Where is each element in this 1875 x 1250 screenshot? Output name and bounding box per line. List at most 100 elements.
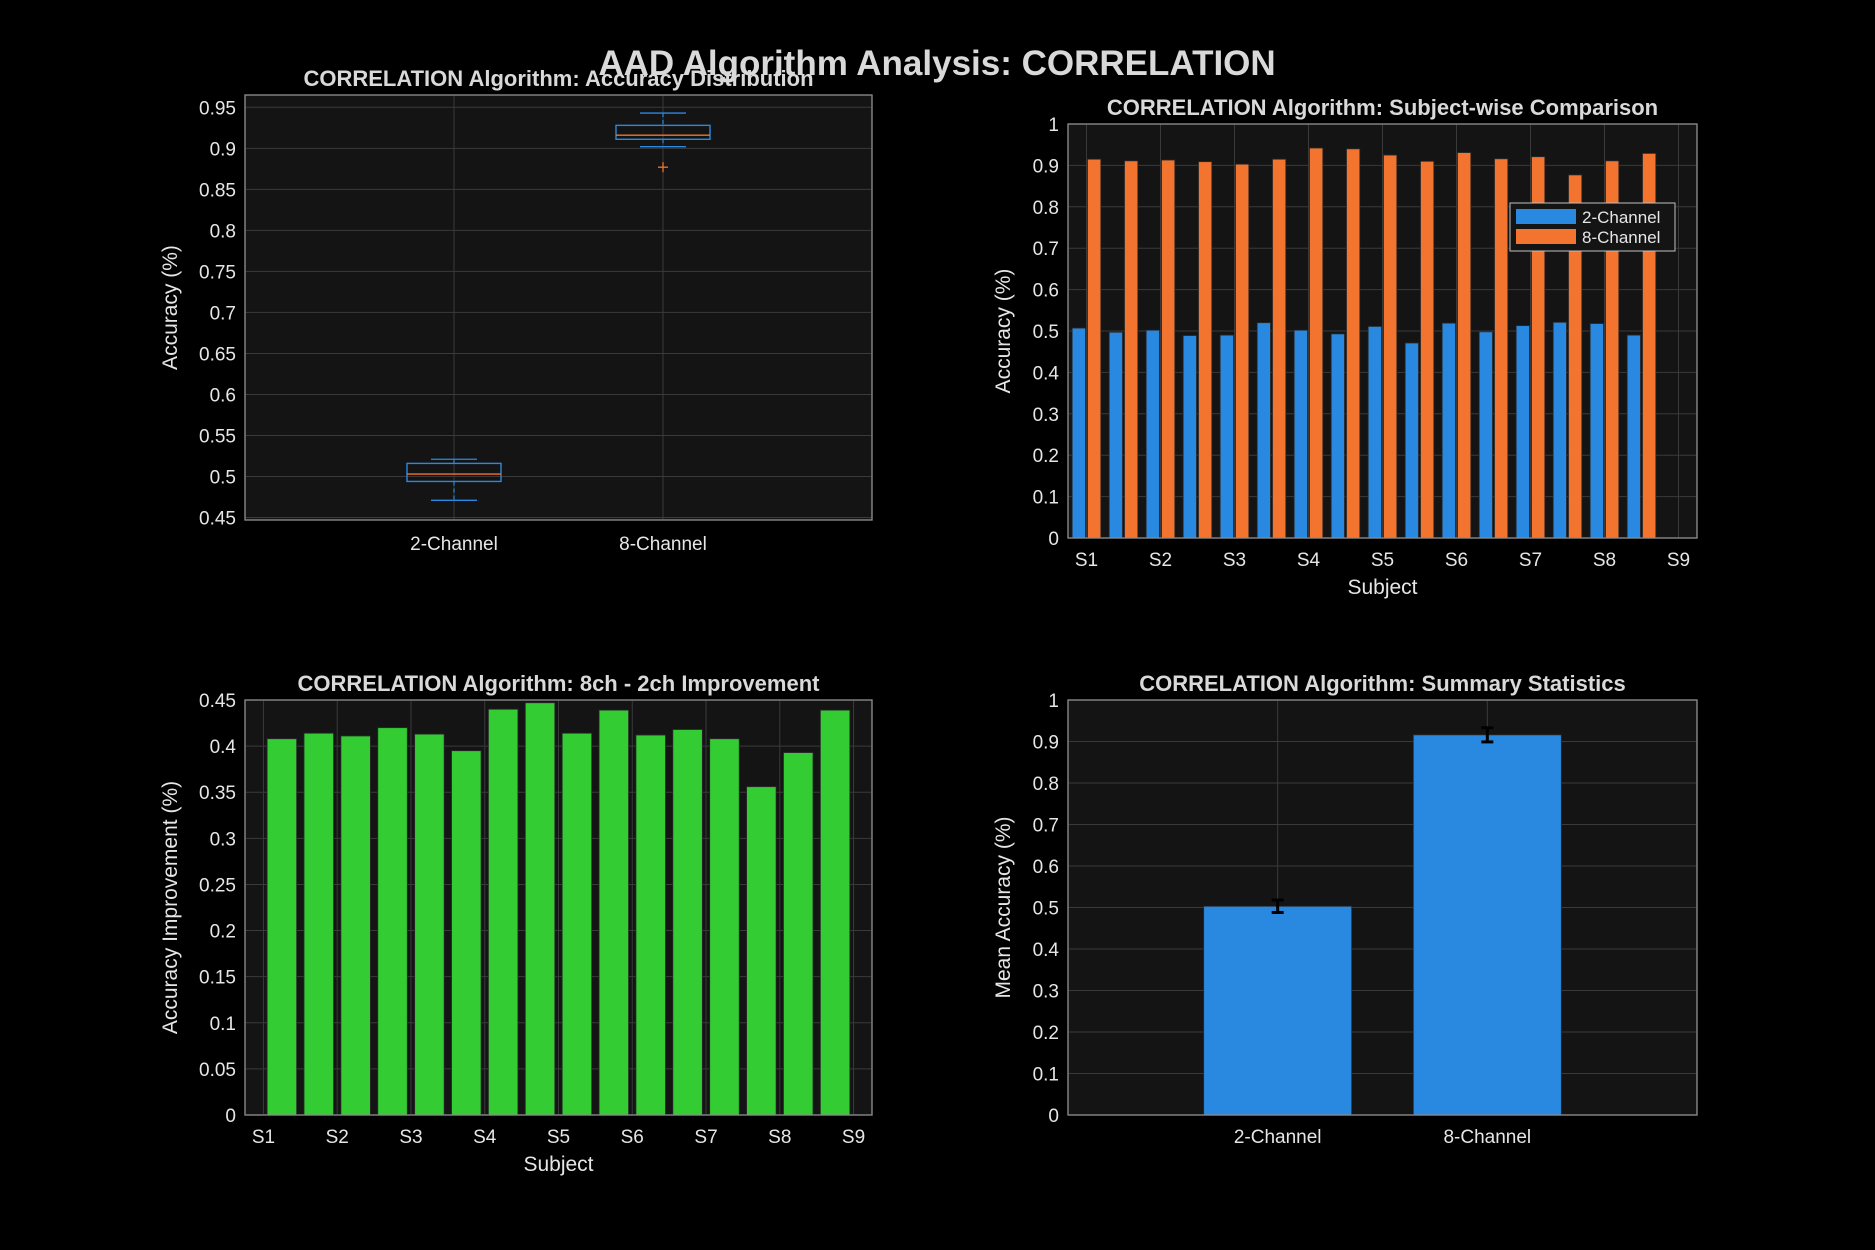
bar-2ch: [1552, 321, 1567, 539]
plot-border: [244, 94, 873, 521]
x-tick-label: S1: [1075, 550, 1098, 571]
x-tick-label: S5: [547, 1127, 570, 1148]
y-tick-label: 0.1: [1033, 488, 1059, 509]
y-tick-label: 0.4: [1033, 940, 1060, 961]
bar-chart-improvement: 0 0.05 0.1 0.15 0.2 0.25 0.3 0.35 0.4 0.45 S1 S2 S3 S…: [159, 671, 873, 1176]
y-tick-label: 0.8: [1033, 198, 1059, 219]
bar-chart-summary-statistics: 0 0.1 0.2 0.3 0.4 0.5 0.6 0.7 0.8 0.9 1 2-Channel 8-…: [992, 671, 1698, 1148]
x-tick-label: S4: [473, 1127, 497, 1148]
x-tick-label: S9: [1667, 550, 1690, 571]
bar-improvement: [561, 732, 593, 1116]
bar-2ch: [1182, 335, 1197, 539]
bar-improvement: [266, 738, 298, 1116]
x-tick-label: S3: [1223, 550, 1246, 571]
legend-swatch: [1516, 229, 1576, 244]
y-tick-label: 0.6: [1033, 857, 1059, 878]
bar-improvement: [746, 786, 777, 1116]
bar-improvement: [819, 709, 851, 1116]
y-tick-label: 0.85: [199, 180, 236, 201]
x-tick-label: S6: [621, 1127, 644, 1148]
y-tick-label: 0.3: [210, 829, 236, 850]
figure-title: AAD Algorithm Analysis: CORRELATION: [598, 44, 1275, 83]
bar-8ch: [1383, 154, 1398, 539]
y-tick-label: 0.7: [1033, 239, 1059, 260]
y-tick-label: 0.6: [1033, 281, 1059, 302]
y-tick-label: 0.7: [210, 303, 236, 324]
bar-2ch: [1626, 334, 1641, 539]
legend-swatch: [1516, 209, 1576, 224]
bar-8ch: [1161, 159, 1176, 539]
bar-2ch: [1367, 326, 1382, 539]
x-tick-label: 8-Channel: [619, 534, 707, 555]
x-tick-label: 2-Channel: [410, 534, 498, 555]
y-tick-label: 0.15: [199, 968, 236, 989]
x-tick-label: S2: [326, 1127, 349, 1148]
panel-title: CORRELATION Algorithm: Summary Statistic…: [1139, 671, 1626, 696]
bar-improvement: [635, 734, 666, 1116]
bar-improvement: [377, 727, 408, 1116]
panel-title: CORRELATION Algorithm: Accuracy Distribu…: [303, 66, 813, 91]
y-tick-label: 0.4: [1033, 363, 1060, 384]
panel-title: CORRELATION Algorithm: 8ch - 2ch Improve…: [298, 671, 821, 696]
x-tick-label: S1: [252, 1127, 275, 1148]
y-tick-label: 0.5: [1033, 899, 1059, 920]
x-tick-label: S5: [1371, 550, 1394, 571]
legend-label: 8-Channel: [1582, 228, 1660, 247]
boxplot-accuracy-distribution: 0.45 0.5 0.55 0.6 0.65 0.7 0.75 0.8 0.85 0.9 0.95 2…: [159, 66, 873, 555]
bar-improvement: [672, 729, 703, 1116]
bar-mean-accuracy: [1412, 734, 1562, 1116]
bar-improvement: [414, 733, 445, 1116]
bar-2ch: [1108, 331, 1123, 539]
y-tick-label: 0.7: [1033, 816, 1059, 837]
y-axis-label: Accuracy (%): [992, 269, 1015, 394]
bar-8ch: [1087, 158, 1102, 539]
y-tick-label: 0.05: [199, 1060, 236, 1081]
bar-2ch: [1441, 322, 1456, 539]
x-tick-label: S7: [694, 1127, 717, 1148]
y-tick-label: 0: [1048, 1106, 1059, 1127]
y-tick-label: 1: [1048, 115, 1059, 136]
legend-label: 2-Channel: [1582, 208, 1660, 227]
bar-improvement: [451, 750, 482, 1116]
x-tick-label: S4: [1297, 550, 1321, 571]
bar-8ch: [1235, 163, 1250, 539]
x-tick-label: S7: [1519, 550, 1542, 571]
bar-improvement: [488, 708, 519, 1116]
plot-border: [244, 699, 873, 1116]
box-iqr: [406, 462, 502, 483]
y-tick-label: 0: [1048, 529, 1059, 550]
y-tick-label: 1: [1048, 691, 1059, 712]
y-axis-label: Accuracy Improvement (%): [159, 781, 182, 1034]
bar-improvement: [598, 709, 629, 1116]
y-axis-label: Mean Accuracy (%): [992, 816, 1015, 998]
bar-8ch: [1198, 161, 1213, 539]
plot-border: [1067, 123, 1698, 539]
bar-8ch: [1309, 147, 1324, 539]
bar-8ch: [1346, 148, 1361, 539]
x-tick-label: 2-Channel: [1234, 1127, 1322, 1148]
y-tick-label: 0.1: [1033, 1065, 1059, 1086]
bar-improvement: [303, 732, 334, 1116]
x-tick-label: S9: [842, 1127, 865, 1148]
x-tick-label: S2: [1149, 550, 1172, 571]
bar-8ch: [1494, 158, 1509, 539]
y-tick-label: 0.5: [1033, 322, 1059, 343]
bar-improvement: [709, 738, 740, 1116]
y-tick-label: 0.8: [210, 221, 236, 242]
bar-2ch: [1071, 327, 1086, 539]
box-iqr: [615, 124, 711, 141]
panel-title: CORRELATION Algorithm: Subject-wise Comp…: [1107, 95, 1658, 120]
x-tick-label: S8: [768, 1127, 791, 1148]
y-tick-label: 0.45: [199, 691, 236, 712]
y-tick-label: 0.3: [1033, 405, 1059, 426]
bar-2ch: [1293, 329, 1308, 539]
y-tick-label: 0.55: [199, 426, 236, 447]
bar-8ch: [1457, 152, 1472, 539]
y-tick-label: 0.65: [199, 344, 236, 365]
bar-2ch: [1330, 333, 1345, 539]
bar-2ch: [1256, 322, 1271, 539]
y-tick-label: 0.95: [199, 98, 236, 119]
y-tick-label: 0.75: [199, 262, 236, 283]
y-tick-label: 0.45: [199, 509, 236, 530]
